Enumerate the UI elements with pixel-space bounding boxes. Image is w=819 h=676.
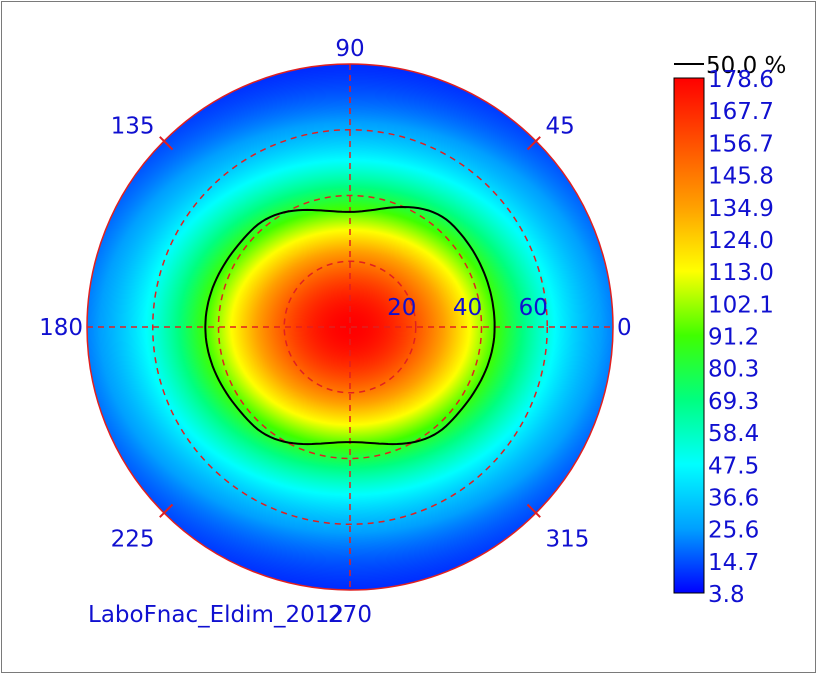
colorbar-tick-label: 91.2 [708, 325, 759, 351]
colorbar-tick-label: 113.0 [708, 260, 774, 286]
colorbar-tick-label: 124.0 [708, 228, 774, 254]
colorbar-tick-label: 80.3 [708, 357, 759, 383]
contour-legend-label: 50.0 % [706, 53, 786, 79]
angle-tick-45 [526, 136, 541, 151]
intensity-heatmap [87, 64, 613, 590]
angle-ticks [159, 136, 541, 518]
colorbar-labels: 178.6 167.7 156.7 145.8 134.9 124.0 113.0 102.1… [708, 67, 774, 608]
radial-labels: 20 40 60 [387, 295, 548, 321]
colorbar-tick-label: 3.8 [708, 582, 745, 608]
colorbar-tick-label: 178.6 [708, 67, 774, 93]
colorbar-tick-label: 25.6 [708, 518, 759, 544]
colorbar: 50.0 % 178.6 167.7 156.7 145.8 134.9 124.0 113… [673, 53, 786, 608]
angle-label-45: 45 [546, 113, 575, 139]
radial-label-40: 40 [453, 295, 482, 321]
angle-tick-315 [526, 503, 541, 518]
angle-label-180: 180 [39, 315, 83, 341]
grid-ring-20 [283, 260, 417, 394]
colorbar-tick-label: 14.7 [708, 550, 759, 576]
colorbar-tick-label: 102.1 [708, 292, 774, 318]
source-label: LaboFnac_Eldim_2012 [88, 602, 344, 628]
colorbar-tick-label: 156.7 [708, 131, 774, 157]
grid-ring-40 [217, 194, 483, 460]
contour-50-percent [204, 205, 496, 446]
angle-label-270: 270 [328, 602, 372, 628]
radial-label-60: 60 [519, 295, 548, 321]
angle-label-315: 315 [546, 527, 590, 553]
radial-grid [152, 129, 548, 525]
angle-tick-225 [159, 503, 174, 518]
angle-label-90: 90 [335, 36, 364, 62]
angle-labels: 90 45 0 315 270 225 180 135 [39, 36, 632, 628]
colorbar-tick-label: 134.9 [708, 196, 774, 222]
angle-label-225: 225 [111, 527, 155, 553]
colorbar-tick-label: 58.4 [708, 421, 759, 447]
colorbar-tick-label: 47.5 [708, 453, 759, 479]
angle-label-0: 0 [617, 315, 632, 341]
colorbar-tick-label: 69.3 [708, 389, 759, 415]
radial-label-20: 20 [387, 295, 416, 321]
angle-tick-135 [159, 136, 174, 151]
colorbar-tick-label: 36.6 [708, 485, 759, 511]
angle-label-135: 135 [111, 113, 155, 139]
colorbar-tick-label: 167.7 [708, 99, 774, 125]
colorbar-gradient [673, 77, 705, 594]
colorbar-tick-label: 145.8 [708, 164, 774, 190]
grid-ring-60 [152, 129, 548, 525]
